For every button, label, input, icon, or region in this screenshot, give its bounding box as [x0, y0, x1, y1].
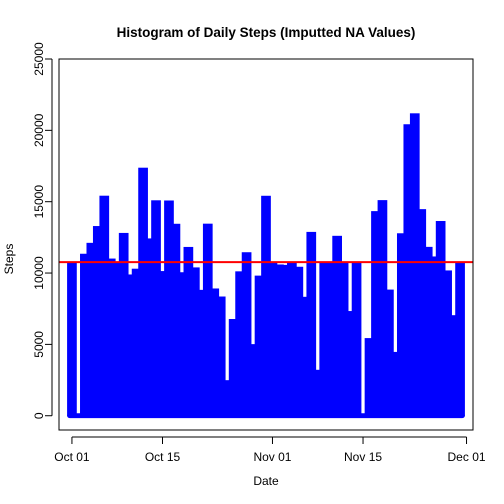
- bar: [377, 200, 388, 416]
- bar: [164, 200, 174, 416]
- bar: [189, 267, 200, 416]
- plot-frame: [58, 58, 474, 431]
- bar: [293, 266, 304, 416]
- bars-layer: [67, 113, 465, 419]
- bar: [177, 272, 187, 416]
- bar: [403, 124, 414, 416]
- y-tick-label: 25000: [32, 42, 46, 76]
- y-tick-label: 20000: [32, 113, 46, 147]
- bar: [351, 262, 362, 416]
- bar: [131, 268, 142, 416]
- bar: [396, 233, 407, 416]
- bar: [112, 262, 123, 416]
- bar: [371, 211, 381, 416]
- bar: [429, 256, 440, 416]
- x-axis: Oct 01 Oct 15 Nov 01 Nov 15 Dec 01: [54, 436, 486, 464]
- bar: [280, 264, 291, 416]
- bar: [105, 258, 116, 416]
- bar: [209, 288, 220, 416]
- bar: [138, 167, 148, 416]
- x-tick-label: Nov 15: [344, 450, 382, 464]
- bar: [151, 200, 161, 416]
- bar: [170, 223, 181, 416]
- bar: [332, 235, 342, 416]
- bar-baseline: [67, 413, 465, 419]
- bar: [312, 369, 323, 416]
- bar: [67, 262, 77, 416]
- bar: [202, 223, 213, 416]
- bar: [448, 315, 459, 416]
- bar: [228, 319, 239, 416]
- bar: [241, 252, 252, 416]
- bar: [319, 262, 330, 416]
- bar: [306, 231, 317, 416]
- bar: [183, 246, 194, 416]
- bar: [248, 344, 258, 416]
- x-tick-label: Nov 01: [253, 450, 291, 464]
- x-axis-label: Date: [253, 474, 279, 488]
- y-tick-label: 5000: [32, 331, 46, 358]
- bar: [274, 264, 284, 416]
- bar: [455, 262, 465, 416]
- y-axis: 0 5000 10000 15000 20000 25000: [32, 42, 53, 419]
- bar: [422, 246, 433, 416]
- bar: [215, 296, 226, 416]
- y-axis-label: Steps: [2, 244, 16, 275]
- bar: [299, 296, 310, 416]
- bar: [235, 271, 245, 416]
- bar: [384, 289, 394, 416]
- y-tick-label: 0: [32, 412, 46, 419]
- bar: [435, 221, 446, 416]
- bar: [144, 238, 155, 416]
- bar: [416, 209, 427, 416]
- y-tick-label: 15000: [32, 185, 46, 219]
- bar: [118, 232, 129, 416]
- bar: [267, 262, 278, 416]
- bar: [157, 271, 168, 416]
- bar: [92, 226, 103, 416]
- bar: [338, 262, 349, 416]
- bar: [80, 253, 90, 416]
- bar: [442, 270, 452, 416]
- bar: [222, 380, 233, 416]
- bar: [390, 351, 401, 416]
- y-tick-label: 10000: [32, 256, 46, 290]
- bar: [99, 195, 110, 416]
- bar: [287, 262, 297, 416]
- bar: [345, 311, 355, 416]
- x-tick-label: Oct 01: [54, 450, 90, 464]
- x-tick-label: Oct 15: [145, 450, 181, 464]
- bar: [261, 195, 271, 416]
- chart-title: Histogram of Daily Steps (Imputted NA Va…: [117, 25, 416, 40]
- bar: [196, 289, 207, 416]
- bar: [254, 275, 265, 416]
- bar: [86, 242, 97, 416]
- bar: [364, 338, 375, 416]
- bar: [125, 274, 135, 416]
- bar: [325, 262, 336, 416]
- x-tick-label: Dec 01: [448, 450, 486, 464]
- bar: [409, 113, 420, 416]
